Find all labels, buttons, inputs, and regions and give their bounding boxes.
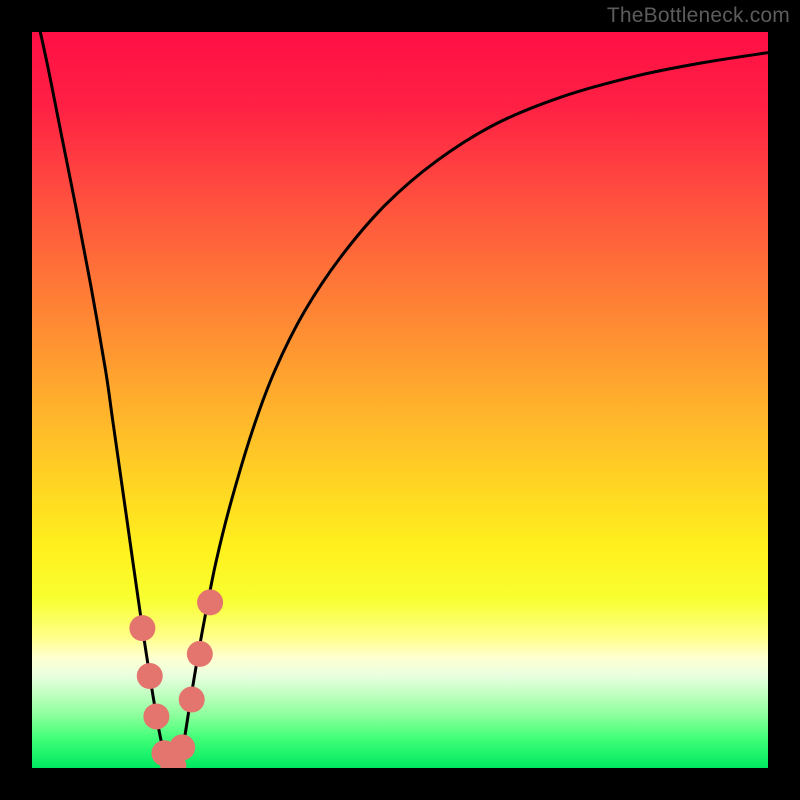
data-marker — [197, 589, 223, 615]
watermark-text: TheBottleneck.com — [607, 4, 790, 28]
data-marker — [143, 703, 169, 729]
plot-background — [32, 32, 768, 768]
data-marker — [179, 687, 205, 713]
data-marker — [129, 615, 155, 641]
data-marker — [137, 663, 163, 689]
data-marker — [187, 641, 213, 667]
bottleneck-chart — [0, 0, 800, 800]
chart-container: { "watermark": "TheBottleneck.com", "cha… — [0, 0, 800, 800]
data-marker — [169, 734, 195, 760]
